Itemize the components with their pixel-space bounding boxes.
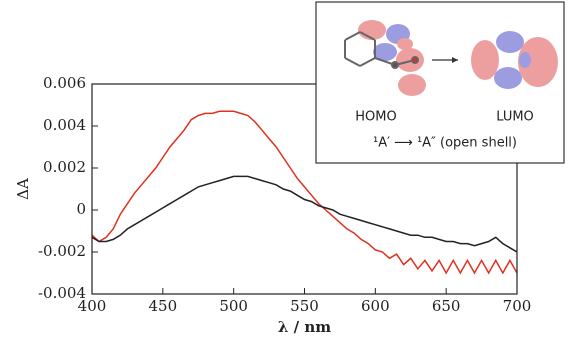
y-tick-label: 0.006 xyxy=(43,74,86,92)
chart: -0.004-0.00200.0020.0040.006400450500550… xyxy=(0,0,570,339)
lumo-label: LUMO xyxy=(496,110,534,125)
y-tick-label: -0.002 xyxy=(38,242,86,260)
x-tick-label: 600 xyxy=(361,297,390,315)
x-tick-label: 700 xyxy=(503,297,532,315)
y-tick-label: 0 xyxy=(76,200,86,218)
x-tick-label: 650 xyxy=(432,297,461,315)
x-tick-label: 500 xyxy=(219,297,248,315)
x-axis-label: λ / nm xyxy=(278,318,331,336)
transition-label: ¹A′ ⟶ ¹A″ (open shell) xyxy=(373,136,517,151)
y-tick-label: 0.004 xyxy=(43,116,86,134)
homo-label: HOMO xyxy=(355,110,396,125)
x-tick-label: 400 xyxy=(78,297,107,315)
x-tick-label: 450 xyxy=(149,297,178,315)
x-tick-label: 550 xyxy=(290,297,319,315)
inset: HOMO LUMO ¹A′ ⟶ ¹A″ (open shell) xyxy=(316,2,564,163)
y-axis-label: ΔA xyxy=(14,178,32,200)
y-tick-label: 0.002 xyxy=(43,158,86,176)
